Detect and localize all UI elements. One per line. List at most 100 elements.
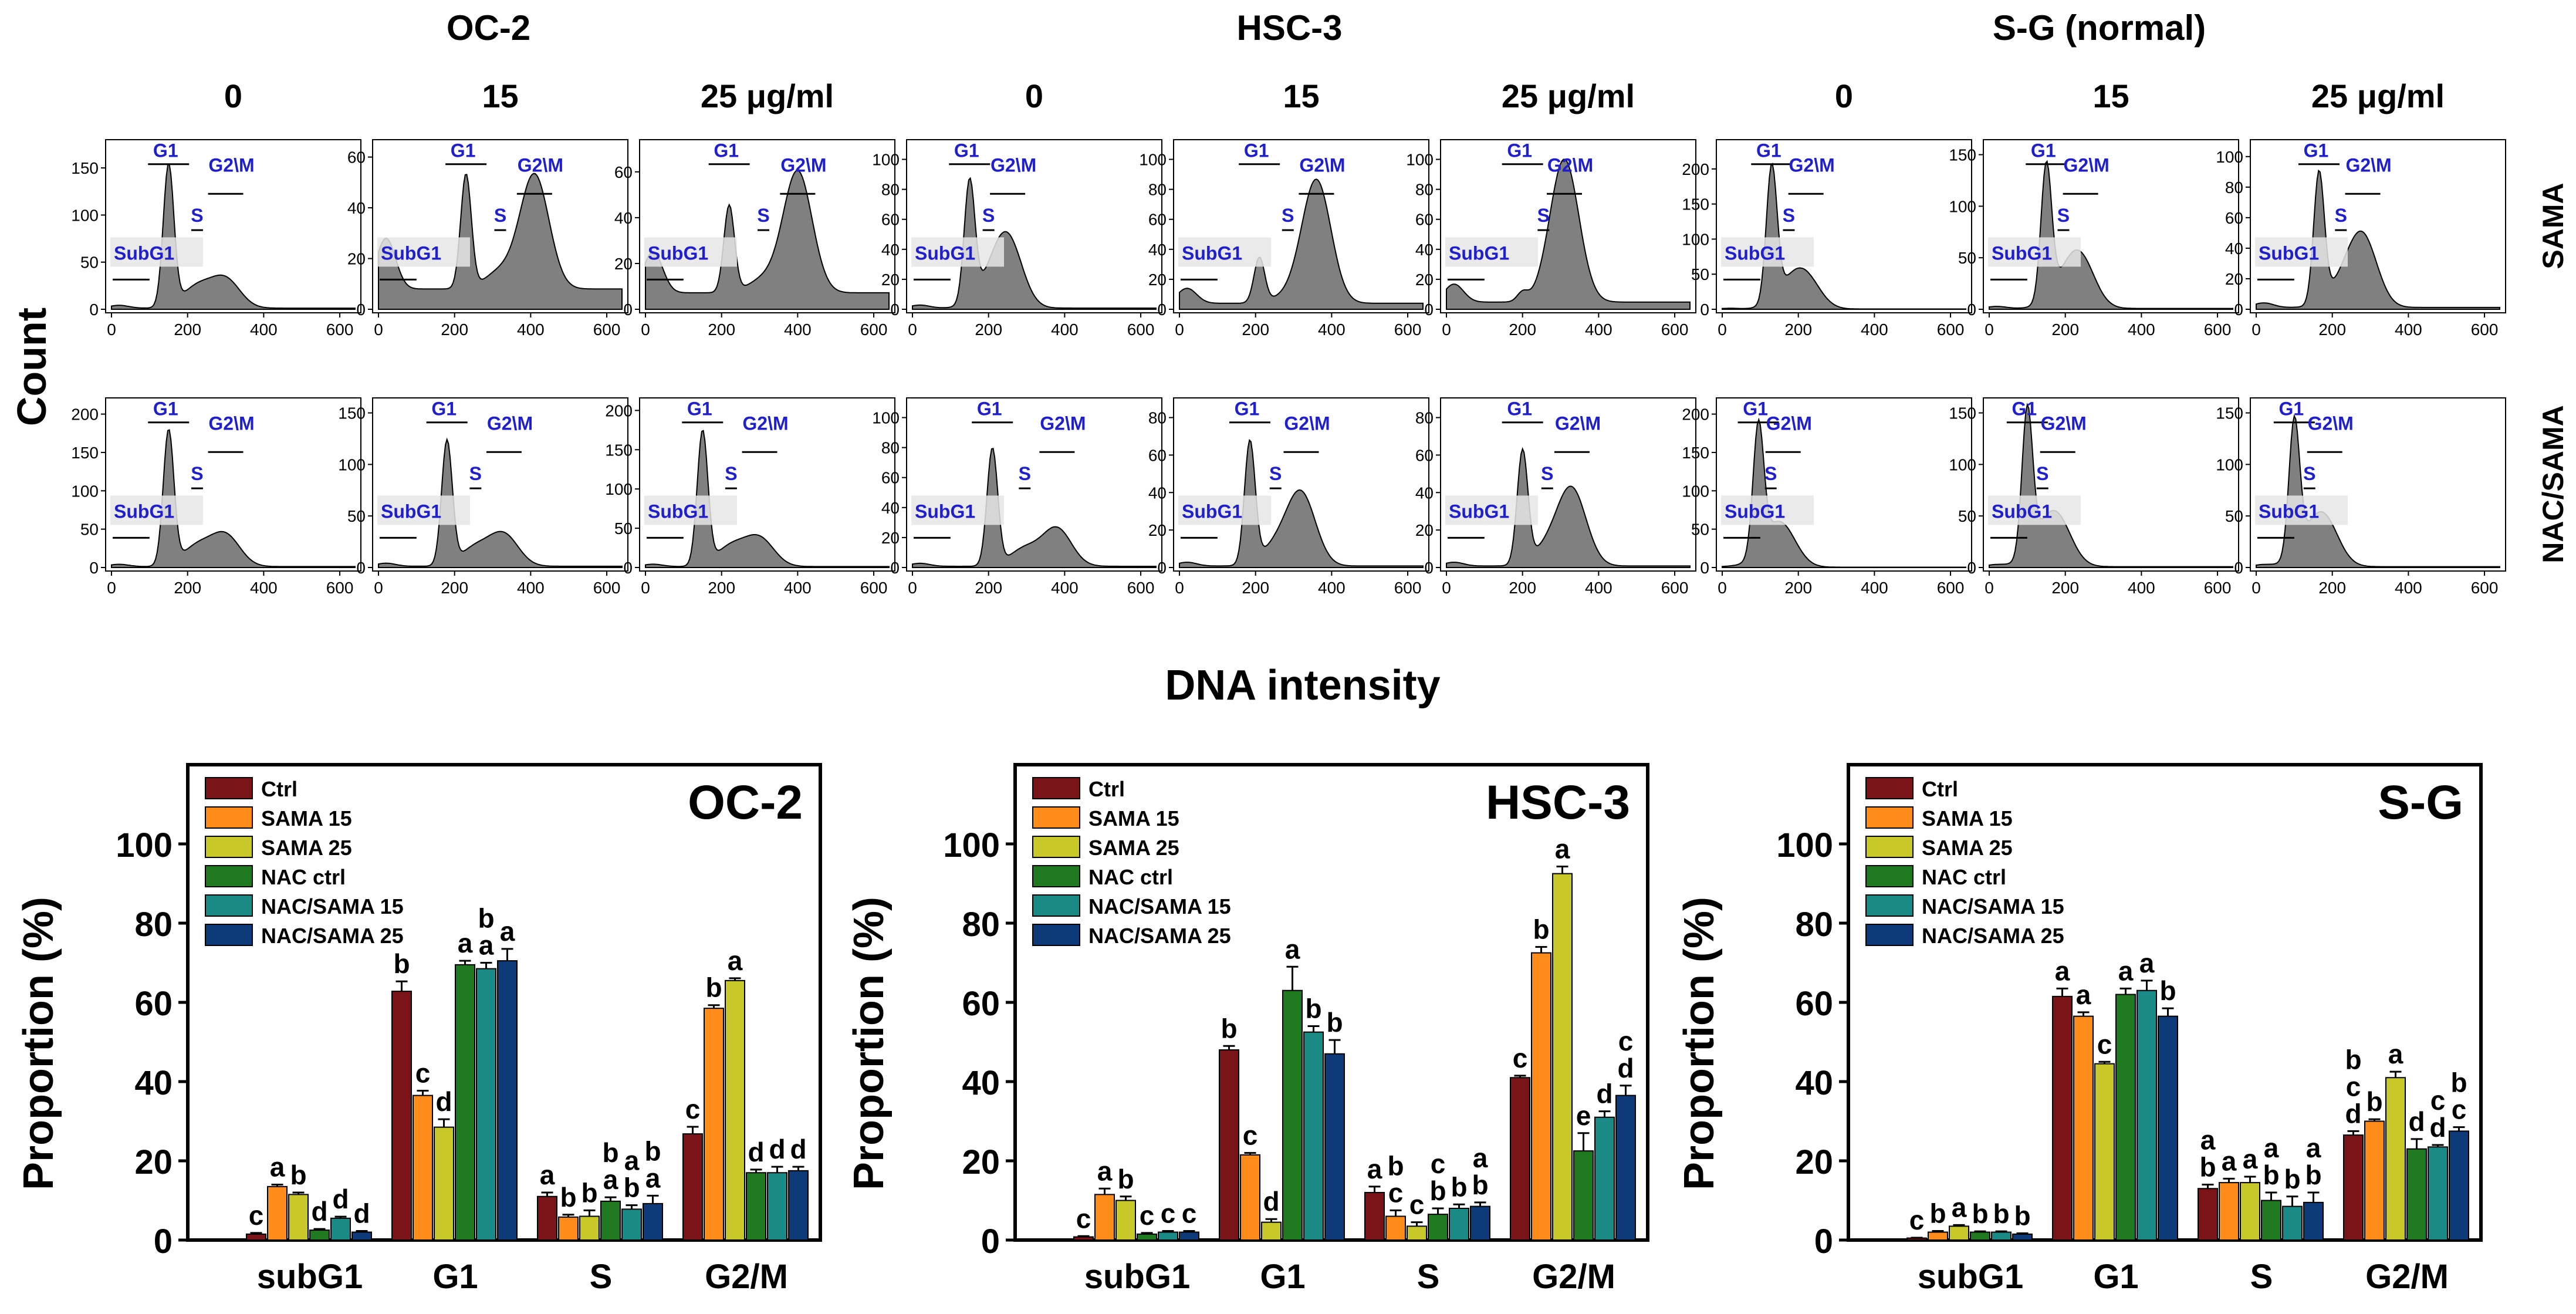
significance-letter: b	[393, 948, 410, 979]
significance-letter: b	[1472, 1170, 1488, 1200]
chart-title: S-G	[2378, 776, 2463, 829]
panel-frame	[1173, 397, 1429, 572]
y-tick-label: 20	[614, 255, 633, 273]
y-tick-label: 20	[881, 271, 900, 289]
x-tick-label: 600	[2204, 579, 2232, 597]
histogram-curve	[912, 177, 1157, 310]
y-tick-label: 20	[2225, 270, 2243, 288]
x-tick-label: 400	[2395, 579, 2422, 597]
subg1-box	[644, 237, 737, 267]
bar	[788, 1170, 809, 1241]
x-tick-label: 200	[2051, 579, 2079, 597]
x-tick-label: 400	[1861, 320, 1888, 339]
category-label: G1	[2093, 1258, 2138, 1296]
legend-label: Ctrl	[261, 777, 298, 801]
significance-letter: b	[2014, 1201, 2030, 1231]
y-tick-label: 50	[347, 507, 366, 525]
x-tick-label: 600	[1127, 320, 1155, 339]
significance-letter: d	[353, 1198, 370, 1228]
x-tick-label: 400	[1585, 320, 1612, 339]
gate-label-subg1: SubG1	[915, 501, 975, 522]
legend-swatch	[1032, 806, 1080, 829]
x-tick-label: 200	[441, 579, 468, 597]
histogram-curve	[645, 170, 890, 310]
x-tick-label: 200	[2318, 579, 2346, 597]
chart-title: OC-2	[688, 776, 803, 829]
histogram-panel: 0 50 100 150 200 0 200 400 600 G1 G2\M S SubG1	[71, 397, 361, 597]
gate-label-subg1: SubG1	[915, 242, 975, 264]
gate-label-subg1: SubG1	[1182, 242, 1242, 264]
subg1-box	[377, 237, 470, 267]
y-tick-label: 50	[1958, 249, 1976, 267]
panel-frame	[2250, 397, 2506, 572]
panel-frame	[372, 139, 628, 313]
bar	[309, 1229, 330, 1241]
gate-label-g2m: G2\M	[1547, 154, 1593, 175]
significance-letter: c	[1161, 1198, 1176, 1228]
significance-letter: c	[2430, 1085, 2446, 1116]
y-tick-label: 40	[134, 1064, 173, 1102]
bar	[1428, 1214, 1448, 1241]
x-tick-label: 0	[908, 320, 917, 339]
x-tick-label: 600	[326, 320, 354, 339]
y-tick-label: 100	[1949, 197, 1976, 215]
gate-label-g1: G1	[153, 140, 178, 161]
y-tick-label: 100	[1139, 151, 1167, 169]
subg1-box	[1721, 237, 1814, 267]
bar	[2385, 1077, 2406, 1241]
gate-label-g1: G1	[954, 140, 979, 161]
y-tick-label: 100	[605, 480, 633, 498]
panel-frame	[1983, 139, 2239, 313]
dose-label: 15	[482, 77, 518, 114]
gate-label-s: S	[1541, 463, 1553, 484]
legend-label: SAMA 15	[261, 806, 352, 830]
x-tick-label: 0	[1442, 579, 1451, 597]
x-tick-label: 0	[107, 320, 116, 339]
dose-label: 15	[2092, 77, 2129, 114]
bar	[1552, 873, 1573, 1241]
histogram-curve	[378, 437, 623, 568]
gate-label-s: S	[2303, 463, 2315, 484]
histogram-panel: 0 20 40 60 80 100 0 200 400 600 G1 G2\M S SubG1	[2216, 139, 2506, 339]
histogram-curve	[1179, 438, 1424, 568]
legend-label: SAMA 15	[1088, 806, 1179, 830]
x-tick-label: 400	[250, 320, 278, 339]
legend-label: SAMA 15	[1922, 806, 2013, 830]
panel-frame	[639, 139, 895, 313]
significance-letter: a	[1473, 1143, 1488, 1173]
y-tick-label: 60	[134, 985, 173, 1023]
bar	[2012, 1233, 2033, 1241]
x-tick-label: 0	[374, 320, 383, 339]
y-tick-label: 60	[1415, 211, 1434, 229]
significance-letter: b	[623, 1173, 640, 1203]
bar	[2343, 1134, 2364, 1241]
bar	[537, 1195, 557, 1241]
bar	[1137, 1233, 1157, 1241]
category-label: G2/M	[1532, 1258, 1615, 1296]
histogram-curve	[378, 173, 623, 310]
x-tick-label: 400	[250, 579, 278, 597]
histogram-curve	[1446, 158, 1691, 310]
gate-label-g1: G1	[714, 140, 739, 161]
category-label: S	[2250, 1258, 2273, 1296]
bar	[1324, 1053, 1345, 1241]
significance-letter: a	[479, 930, 494, 961]
y-tick-label: 100	[872, 151, 900, 169]
bar	[1364, 1192, 1385, 1241]
significance-letter: b	[1972, 1198, 1988, 1229]
dose-label: 25 μg/ml	[2311, 77, 2445, 114]
bar	[2449, 1130, 2469, 1241]
y-tick-label: 50	[1691, 521, 1709, 539]
x-tick-label: 600	[1394, 320, 1422, 339]
y-tick-label: 80	[2225, 178, 2243, 197]
gate-label-subg1: SubG1	[648, 501, 708, 522]
x-tick-label: 400	[2395, 320, 2422, 339]
y-tick-label: 50	[1958, 507, 1976, 525]
x-tick-label: 0	[374, 579, 383, 597]
y-tick-label: 80	[881, 439, 900, 457]
x-tick-label: 600	[1661, 579, 1689, 597]
x-tick-label: 0	[1718, 579, 1727, 597]
chart-title: HSC-3	[1486, 776, 1630, 829]
significance-letter: c	[2097, 1029, 2112, 1059]
